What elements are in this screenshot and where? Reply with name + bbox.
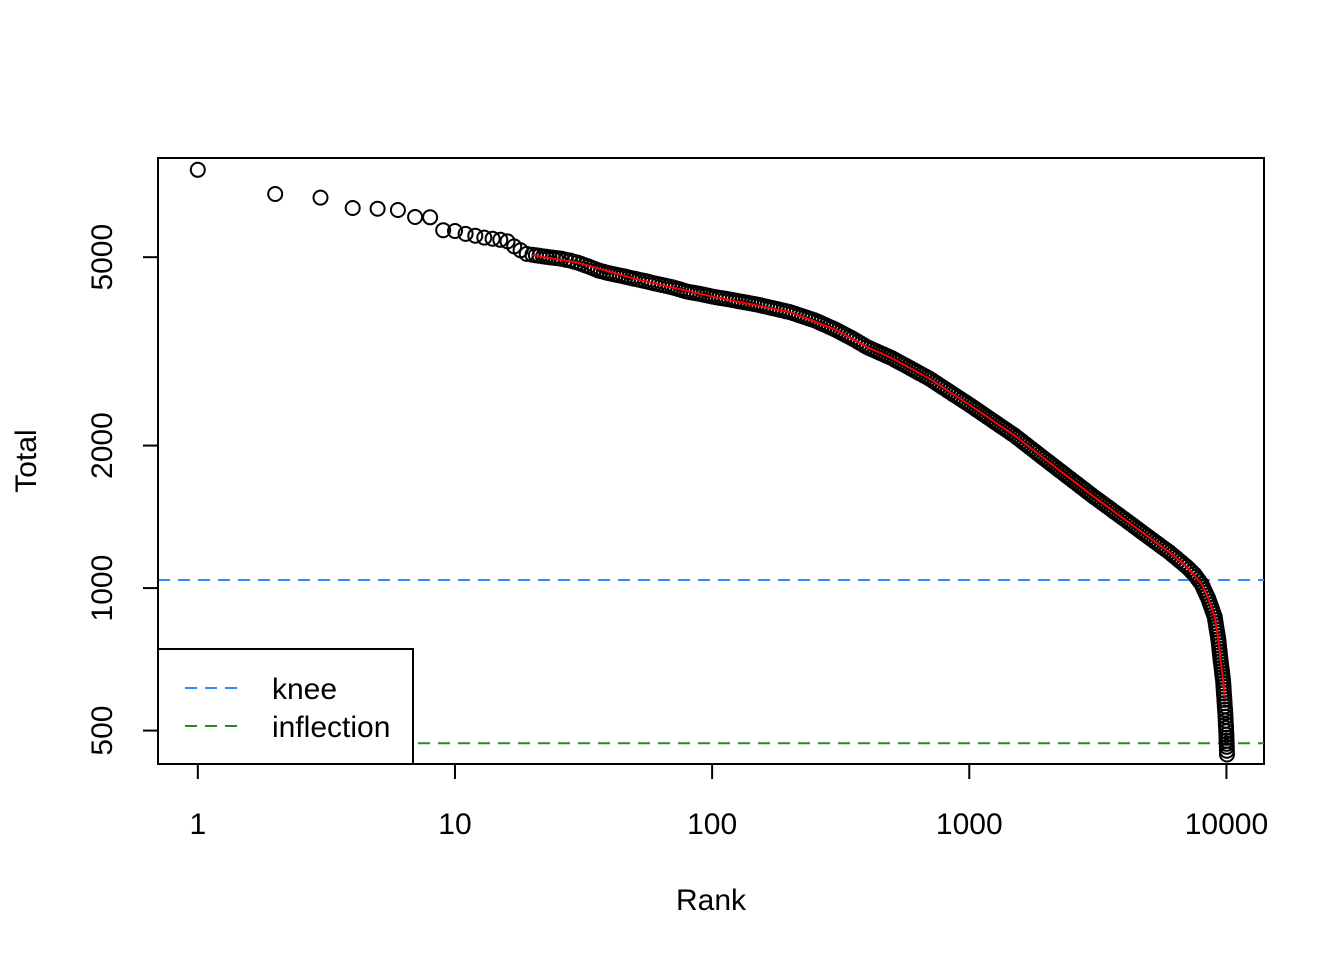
legend-inflection-label: inflection <box>272 711 390 744</box>
y-tick-label: 5000 <box>86 224 119 291</box>
data-point <box>423 210 437 224</box>
data-point <box>391 203 405 217</box>
data-point <box>408 210 422 224</box>
x-tick-label: 1000 <box>936 808 1003 841</box>
x-tick-label: 100 <box>687 808 737 841</box>
x-tick-label: 10 <box>438 808 471 841</box>
x-axis: 1 10 100 1000 10000 <box>189 764 1268 841</box>
y-tick-label: 1000 <box>86 555 119 622</box>
fitted-curve <box>532 255 1224 696</box>
y-tick-label: 500 <box>86 706 119 756</box>
data-point <box>191 163 205 177</box>
y-tick-label: 2000 <box>86 412 119 479</box>
x-tick-label: 10000 <box>1185 808 1268 841</box>
data-point <box>268 187 282 201</box>
legend-knee-label: knee <box>272 673 337 706</box>
data-point <box>371 202 385 216</box>
y-axis: 500 1000 2000 5000 <box>86 224 158 756</box>
data-point <box>314 191 328 205</box>
legend-box <box>158 649 413 764</box>
x-tick-label: 1 <box>189 808 206 841</box>
x-axis-title: Rank <box>676 884 747 917</box>
fitted-curve-layer <box>532 255 1224 696</box>
legend: knee inflection <box>158 649 413 764</box>
y-axis-title: Total <box>10 429 43 492</box>
data-point <box>346 201 360 215</box>
